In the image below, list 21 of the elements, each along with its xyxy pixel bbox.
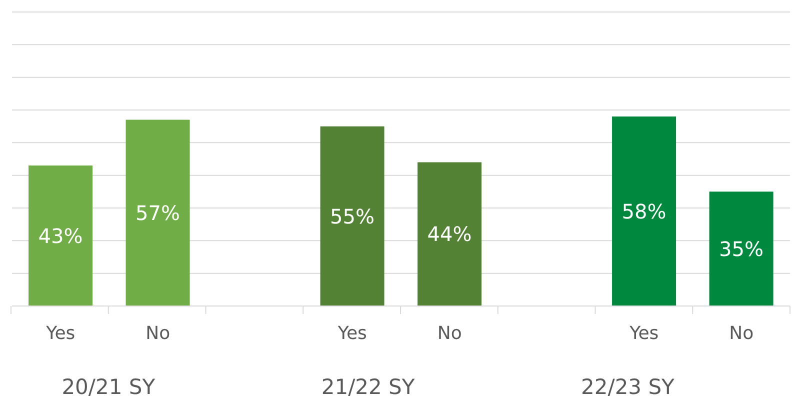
bar xyxy=(126,120,190,306)
data-label: 35% xyxy=(719,236,764,261)
data-label: 43% xyxy=(38,224,83,248)
data-label: 44% xyxy=(427,222,472,246)
x-tick-label: No xyxy=(437,322,462,344)
x-tick-label: Yes xyxy=(45,322,76,344)
bar xyxy=(28,166,93,306)
bar xyxy=(709,192,774,306)
x-tick-label: No xyxy=(146,322,170,344)
text: 21/22 SY xyxy=(320,375,416,399)
x-tick-label: Yes xyxy=(336,322,367,344)
bar xyxy=(320,126,384,306)
text: 20/21 SY xyxy=(60,375,156,399)
data-label: 57% xyxy=(136,201,180,225)
x-tick-label: No xyxy=(729,322,754,344)
data-label: 58% xyxy=(622,199,666,224)
bar xyxy=(418,162,482,306)
x-tick-label: Yes xyxy=(628,322,659,344)
bar xyxy=(612,116,676,306)
data-label: 55% xyxy=(330,204,375,228)
text: 22/23 SY xyxy=(580,375,676,399)
